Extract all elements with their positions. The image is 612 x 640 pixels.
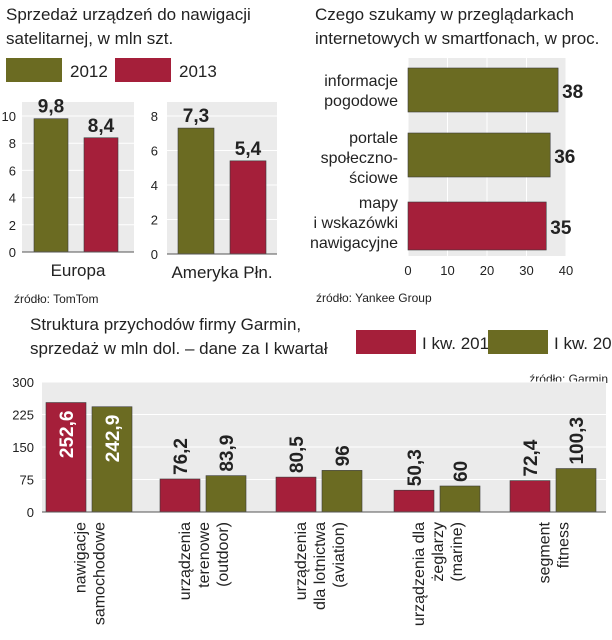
hbar-category-label: i wskazówki xyxy=(314,215,398,232)
bar-value-label: 80,5 xyxy=(287,436,308,473)
y-tick-label: 2 xyxy=(151,213,158,228)
category-label: fitness xyxy=(556,522,573,568)
bar-value-label: 72,4 xyxy=(521,439,542,476)
y-tick-label: 8 xyxy=(151,109,158,124)
category-label: samochodowe xyxy=(92,522,109,625)
bar-q1-2012 xyxy=(509,480,551,513)
hbar-category-label: społeczno- xyxy=(321,150,398,167)
y-tick-label: 300 xyxy=(12,375,34,390)
bar-value-label: 8,4 xyxy=(88,116,115,137)
legend-label-q1-2013: I kw. 2013 xyxy=(554,334,612,353)
bar-value-label: 242,9 xyxy=(103,415,124,463)
bar-value-label: 96 xyxy=(333,445,354,466)
bar-q1-2013 xyxy=(205,475,247,513)
category-label: nawigacje xyxy=(73,522,90,593)
y-tick-label: 0 xyxy=(151,247,158,262)
hbar xyxy=(407,67,559,113)
bar-value-label: 9,8 xyxy=(38,97,64,118)
y-tick-label: 8 xyxy=(9,136,16,151)
chart2-title-line: internetowych w smartfonach, w proc. xyxy=(315,29,599,48)
category-label: terenowe xyxy=(196,522,213,588)
y-tick-label: 0 xyxy=(27,505,34,520)
y-tick-label: 0 xyxy=(9,245,16,260)
bar-value-label: 5,4 xyxy=(235,139,262,160)
y-tick-label: 10 xyxy=(2,109,16,124)
y-tick-label: 150 xyxy=(12,440,34,455)
category-label: (outdoor) xyxy=(215,522,232,587)
category-label: (aviation) xyxy=(331,522,348,588)
category-label: dla lotnictwa xyxy=(312,522,329,610)
x-tick-label: 10 xyxy=(440,263,454,278)
bar-2013 xyxy=(83,137,119,253)
hbar-value-label: 36 xyxy=(554,147,575,168)
legend-label-q1-2012: I kw. 2012 xyxy=(422,334,499,353)
bar-value-label: 60 xyxy=(451,461,472,482)
bar-q1-2013 xyxy=(91,406,133,513)
bar-q1-2012 xyxy=(45,402,87,513)
chart3-title-line: sprzedaż w mln dol. – dane za I kwartał xyxy=(30,339,328,358)
bar-value-label: 76,2 xyxy=(171,438,192,475)
y-tick-label: 225 xyxy=(12,408,34,423)
category-label: segment xyxy=(537,521,554,583)
bar-value-label: 50,3 xyxy=(405,449,426,486)
y-tick-label: 4 xyxy=(151,178,158,193)
x-tick-label: 30 xyxy=(519,263,533,278)
category-label: żeglarzy xyxy=(430,522,447,582)
x-tick-label: 20 xyxy=(480,263,494,278)
legend-swatch-2013 xyxy=(115,58,171,82)
hbar xyxy=(407,201,547,251)
bar-q1-2013 xyxy=(555,468,597,513)
bar-q1-2013 xyxy=(321,470,363,513)
bar-value-label: 7,3 xyxy=(183,106,209,127)
legend-swatch-2012 xyxy=(6,58,62,82)
bar-q1-2012 xyxy=(275,476,317,513)
y-tick-label: 6 xyxy=(151,144,158,159)
x-tick-label: 0 xyxy=(404,263,411,278)
bar-2013 xyxy=(229,160,267,255)
bar-2012 xyxy=(177,127,215,255)
x-tick-label: 40 xyxy=(559,263,573,278)
chart2-title-line: Czego szukamy w przeglądarkach xyxy=(315,5,574,24)
hbar-category-label: mapy xyxy=(359,195,398,212)
legend-label-2012: 2012 xyxy=(70,62,108,81)
hbar xyxy=(407,132,551,178)
y-tick-label: 2 xyxy=(9,218,16,233)
category-label: (marine) xyxy=(449,522,466,582)
y-tick-label: 75 xyxy=(20,473,34,488)
category-label: urządzenia xyxy=(293,522,310,600)
bar-value-label: 252,6 xyxy=(57,411,78,459)
source-label: źródło: TomTom xyxy=(14,292,98,306)
category-label: urządzenia dla xyxy=(411,522,428,626)
hbar-value-label: 38 xyxy=(562,82,583,103)
bar-q1-2012 xyxy=(393,489,435,513)
legend-label-2013: 2013 xyxy=(179,62,217,81)
source-label: źródło: Yankee Group xyxy=(316,291,432,305)
hbar-category-label: ściowe xyxy=(349,170,398,187)
category-label: Ameryka Płn. xyxy=(171,263,272,282)
bar-2012 xyxy=(33,118,69,253)
chart1-title-line: Sprzedaż urządzeń do nawigacji xyxy=(6,5,251,24)
category-label: Europa xyxy=(51,261,106,280)
hbar-category-label: nawigacyjne xyxy=(310,235,398,252)
legend-swatch-q1-2012 xyxy=(356,330,416,354)
hbar-category-label: pogodowe xyxy=(324,93,398,110)
bar-q1-2012 xyxy=(159,478,201,513)
bar-value-label: 100,3 xyxy=(567,417,588,465)
y-tick-label: 4 xyxy=(9,191,16,206)
category-label: urządzenia xyxy=(177,522,194,600)
chart1-title-line: satelitarnej, w mln szt. xyxy=(6,29,173,48)
chart3-title-line: Struktura przychodów firmy Garmin, xyxy=(30,315,301,334)
y-tick-label: 6 xyxy=(9,163,16,178)
bar-value-label: 83,9 xyxy=(217,435,238,472)
hbar-category-label: portale xyxy=(349,130,398,147)
hbar-category-label: informacje xyxy=(324,73,398,90)
legend-swatch-q1-2013 xyxy=(488,330,548,354)
bar-q1-2013 xyxy=(439,485,481,513)
hbar-value-label: 35 xyxy=(550,218,572,239)
